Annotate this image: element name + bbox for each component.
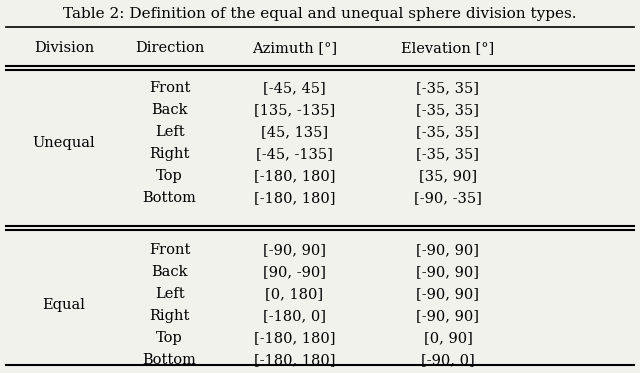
Text: [-35, 35]: [-35, 35] <box>417 103 479 117</box>
Text: [-180, 180]: [-180, 180] <box>253 191 335 205</box>
Text: Equal: Equal <box>43 298 85 312</box>
Text: Left: Left <box>155 287 184 301</box>
Text: Front: Front <box>149 243 190 257</box>
Text: [-180, 180]: [-180, 180] <box>253 331 335 345</box>
Text: Azimuth [°]: Azimuth [°] <box>252 41 337 55</box>
Text: Unequal: Unequal <box>33 136 95 150</box>
Text: [-90, 90]: [-90, 90] <box>417 287 479 301</box>
Text: [-35, 35]: [-35, 35] <box>417 147 479 161</box>
Text: [-45, -135]: [-45, -135] <box>256 147 333 161</box>
Text: Table 2: Definition of the equal and unequal sphere division types.: Table 2: Definition of the equal and une… <box>63 7 577 21</box>
Text: Division: Division <box>34 41 94 55</box>
Text: Right: Right <box>149 309 190 323</box>
Text: Back: Back <box>151 265 188 279</box>
Text: [-90, -35]: [-90, -35] <box>414 191 482 205</box>
Text: [35, 90]: [35, 90] <box>419 169 477 183</box>
Text: [0, 90]: [0, 90] <box>424 331 472 345</box>
Text: Bottom: Bottom <box>143 191 196 205</box>
Text: [45, 135]: [45, 135] <box>261 125 328 139</box>
Text: Elevation [°]: Elevation [°] <box>401 41 495 55</box>
Text: Top: Top <box>156 169 183 183</box>
Text: [-180, 180]: [-180, 180] <box>253 353 335 367</box>
Text: [0, 180]: [0, 180] <box>266 287 323 301</box>
Text: [-90, 90]: [-90, 90] <box>263 243 326 257</box>
Text: [-90, 0]: [-90, 0] <box>421 353 475 367</box>
Text: [-35, 35]: [-35, 35] <box>417 125 479 139</box>
Text: [-35, 35]: [-35, 35] <box>417 81 479 95</box>
Text: [-45, 45]: [-45, 45] <box>263 81 326 95</box>
Text: [135, -135]: [135, -135] <box>254 103 335 117</box>
Text: [-180, 180]: [-180, 180] <box>253 169 335 183</box>
Text: Top: Top <box>156 331 183 345</box>
Text: [-180, 0]: [-180, 0] <box>263 309 326 323</box>
Text: [-90, 90]: [-90, 90] <box>417 309 479 323</box>
Text: Right: Right <box>149 147 190 161</box>
Text: [-90, 90]: [-90, 90] <box>417 265 479 279</box>
Text: Back: Back <box>151 103 188 117</box>
Text: Direction: Direction <box>135 41 204 55</box>
Text: Front: Front <box>149 81 190 95</box>
Text: Left: Left <box>155 125 184 139</box>
Text: Bottom: Bottom <box>143 353 196 367</box>
Text: [90, -90]: [90, -90] <box>263 265 326 279</box>
Text: [-90, 90]: [-90, 90] <box>417 243 479 257</box>
